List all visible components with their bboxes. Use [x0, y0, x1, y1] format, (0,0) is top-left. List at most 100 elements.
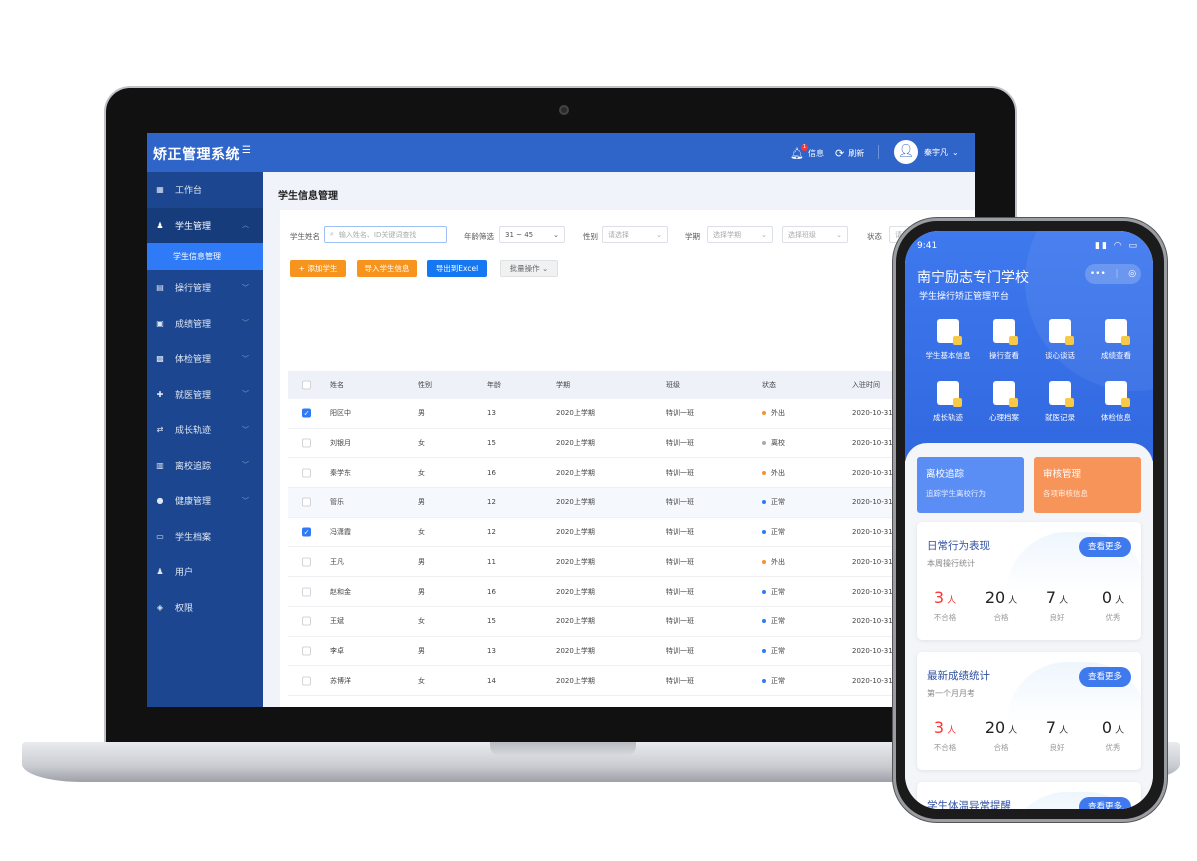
grid-item-0[interactable]: 学生基本信息: [917, 319, 979, 361]
status-cell: 外出: [762, 468, 785, 478]
table-row[interactable]: ✓ 阳区中 男 13 2020上学期 特训一班 外出 2020-10-31 13:12: [288, 399, 975, 429]
row-checkbox[interactable]: ✓: [302, 527, 311, 537]
permission-icon: ◈: [156, 602, 164, 612]
row-checkbox[interactable]: [302, 468, 311, 478]
sidebar-item-9[interactable]: ● 健康管理 ﹀: [147, 483, 263, 519]
search-icon: ⌕: [330, 230, 334, 238]
table-row[interactable]: 王凡 男 11 2020上学期 特训一班 外出 2020-10-31 13:12: [288, 548, 975, 578]
row-checkbox[interactable]: [302, 616, 311, 626]
refresh-icon: ⟳: [835, 147, 845, 160]
status-cell: 外出: [762, 557, 785, 567]
name-cell: 王凡: [330, 557, 344, 566]
table-row[interactable]: 管乐 男 12 2020上学期 特训一班 正常 2020-10-31 13:12: [288, 488, 975, 518]
row-checkbox[interactable]: ✓: [302, 408, 311, 418]
card-subtitle: 第一个月月考: [927, 689, 975, 698]
sidebar-item-10[interactable]: ▭ 学生档案: [147, 519, 263, 555]
menu-toggle-icon[interactable]: ☰: [242, 145, 251, 156]
grid-icon: [1105, 381, 1130, 407]
grid-item-7[interactable]: 体检信息: [1085, 381, 1147, 423]
term-cell: 2020上学期: [556, 528, 595, 537]
time-cell: 2020-10-31 13:12: [852, 557, 916, 566]
gender-select[interactable]: 请选择 ⌄: [602, 226, 668, 243]
table-row[interactable]: 李卓 男 13 2020上学期 特训一班 正常 2020-10-31 13:12: [288, 637, 975, 667]
row-checkbox[interactable]: [302, 497, 311, 507]
sidebar-item-3[interactable]: ▤ 操行管理 ﹀: [147, 270, 263, 306]
select-all-checkbox[interactable]: [302, 380, 311, 390]
sidebar-item-1[interactable]: ♟ 学生管理 ︿: [147, 207, 263, 243]
stat-label: 优秀: [1105, 613, 1121, 622]
stat-card: 日常行为表现 本周操行统计 查看更多 3 人不合格 20 人合格 7 人良好 0 人优秀: [917, 522, 1141, 640]
table-row[interactable]: 苏博洋 女 14 2020上学期 特训一班 正常 2020-10-31 13:12: [288, 666, 975, 696]
row-checkbox[interactable]: [302, 438, 311, 448]
add-student-button[interactable]: + 添加学生: [290, 260, 346, 277]
grid-item-2[interactable]: 谈心谈话: [1029, 319, 1091, 361]
age-filter-label: 年龄筛选: [464, 232, 494, 241]
class-cell: 特训一班: [666, 587, 694, 596]
row-checkbox[interactable]: [302, 646, 311, 656]
close-icon[interactable]: ◎: [1128, 269, 1137, 279]
sidebar-item-5[interactable]: ▩ 体检管理 ﹀: [147, 341, 263, 377]
refresh-label: 刷新: [848, 149, 865, 158]
grid-icon: [1105, 319, 1130, 345]
term-placeholder: 选择学期: [713, 230, 741, 239]
term-select[interactable]: 选择学期 ⌄: [707, 226, 773, 243]
batch-actions-button[interactable]: 批量操作 ⌄: [500, 260, 558, 277]
quick-card-desc: 各项审核信息: [1043, 489, 1088, 498]
refresh-button[interactable]: ⟳ 刷新: [835, 147, 864, 160]
table-row[interactable]: 秦学东 女 16 2020上学期 特训一班 外出 2020-10-31 13:12: [288, 458, 975, 489]
row-checkbox[interactable]: [302, 676, 311, 686]
status-cell: 正常: [762, 497, 785, 507]
status-text: 正常: [771, 498, 785, 507]
class-select[interactable]: 选择班级 ⌄: [782, 226, 848, 243]
export-excel-button[interactable]: 导出到Excel: [427, 260, 487, 277]
age-select[interactable]: 31 ~ 45 ⌄: [499, 226, 565, 243]
table-row[interactable]: ✓ 冯潇霞 女 12 2020上学期 特训一班 正常 2020-10-31 13:12: [288, 518, 975, 548]
age-cell: 13: [487, 409, 496, 418]
more-icon[interactable]: •••: [1089, 269, 1106, 279]
grid-item-6[interactable]: 就医记录: [1029, 381, 1091, 423]
table-row[interactable]: 刘银月 女 15 2020上学期 特训一班 离校 2020-10-31 13:12: [288, 429, 975, 459]
sidebar-item-4[interactable]: ▣ 成绩管理 ﹀: [147, 306, 263, 342]
stat-item: 0 人优秀: [1085, 588, 1141, 623]
status-dot: [762, 589, 766, 594]
sidebar-item-11[interactable]: ♟ 用户: [147, 554, 263, 590]
grid-item-5[interactable]: 心理档案: [973, 381, 1035, 423]
import-button[interactable]: 导入学生信息: [357, 260, 417, 277]
chevron-down-icon: ﹀: [242, 283, 249, 292]
grid-item-1[interactable]: 操行查看: [973, 319, 1035, 361]
notifications-button[interactable]: 🔔︎ 1 信息: [790, 144, 824, 160]
sidebar-item-label: 权限: [175, 603, 194, 614]
students-icon: ♟: [156, 220, 164, 230]
stat-unit: 人: [1008, 726, 1018, 736]
row-checkbox[interactable]: [302, 587, 311, 597]
sidebar-item-12[interactable]: ◈ 权限: [147, 590, 263, 626]
grid-item-3[interactable]: 成绩查看: [1085, 319, 1147, 361]
tracking-icon: ▥: [156, 460, 164, 470]
avatar[interactable]: 👤︎: [894, 140, 918, 164]
view-more-button[interactable]: 查看更多: [1079, 797, 1131, 809]
view-more-button[interactable]: 查看更多: [1079, 667, 1131, 687]
age-cell: 16: [487, 587, 496, 596]
name-search-input[interactable]: ⌕ 输入姓名、ID关键词查找: [324, 226, 447, 243]
table-row[interactable]: 赵和金 男 16 2020上学期 特训一班 正常 2020-10-31 13:12: [288, 577, 975, 607]
sidebar-item-label: 学生信息管理: [173, 252, 221, 261]
sidebar-item-2[interactable]: 学生信息管理: [147, 243, 263, 270]
view-more-button[interactable]: 查看更多: [1079, 537, 1131, 557]
sidebar-item-7[interactable]: ⇄ 成长轨迹 ﹀: [147, 412, 263, 448]
sidebar-item-0[interactable]: ▦ 工作台: [147, 172, 263, 208]
term-cell: 2020上学期: [556, 646, 595, 655]
mini-program-capsule[interactable]: ••• | ◎: [1085, 264, 1141, 284]
table-row[interactable]: 王斌 女 15 2020上学期 特训一班 正常 2020-10-31 13:12: [288, 607, 975, 637]
row-checkbox[interactable]: [302, 557, 311, 567]
sidebar-item-8[interactable]: ▥ 离校追踪 ﹀: [147, 448, 263, 484]
grid-item-4[interactable]: 成长轨迹: [917, 381, 979, 423]
user-menu[interactable]: 秦宇凡 ⌄: [924, 147, 959, 158]
quick-card-0[interactable]: 离校追踪 追踪学生离校行为: [917, 457, 1024, 513]
quick-card-1[interactable]: 审核管理 各项审核信息: [1034, 457, 1141, 513]
time-cell: 2020-10-31 13:12: [852, 528, 916, 537]
chevron-down-icon: ﹀: [242, 496, 249, 505]
sidebar-item-6[interactable]: ✚ 就医管理 ﹀: [147, 377, 263, 413]
webcam: [559, 105, 569, 115]
phone-header: 9:41 ▮▮ ◠ ▭ 南宁励志专门学校 学生操行矫正管理平台 ••• | ◎ 学生…: [905, 231, 1153, 461]
